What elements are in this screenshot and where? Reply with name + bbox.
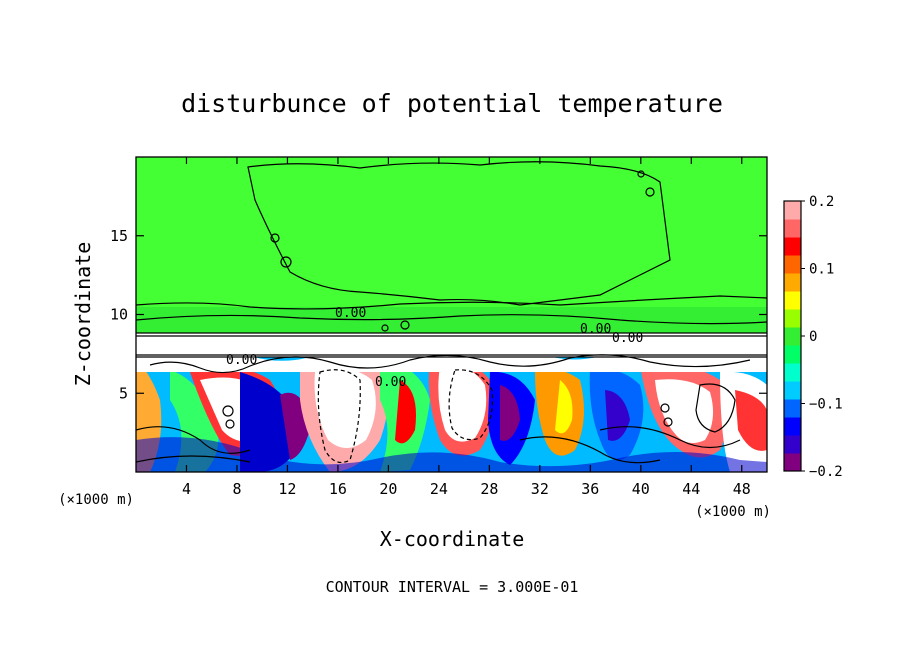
contour-value-labels: 0.00 0.00 0.00 0.00 0.00	[226, 306, 643, 390]
contour-label: 0.00	[226, 353, 257, 368]
colorbar-swatch	[784, 201, 801, 220]
inversion-band	[136, 333, 767, 372]
colorbar-tick-label: −0.1	[809, 397, 843, 413]
colorbar: 0.2 0.1 0 −0.1 −0.2	[783, 194, 843, 480]
x-unit-left: (×1000 m)	[58, 492, 134, 508]
x-tick-label: 8	[232, 480, 241, 498]
x-tick-label: 48	[733, 480, 751, 498]
x-tick-label: 40	[632, 480, 650, 498]
plot-area: 0.00 0.00 0.00 0.00 0.00	[136, 157, 767, 472]
colorbar-swatch	[784, 273, 801, 292]
colorbar-swatch	[784, 345, 801, 364]
contour-label: 0.00	[335, 306, 366, 321]
x-tick-label: 4	[182, 480, 191, 498]
x-tick-label: 36	[581, 480, 599, 498]
colorbar-swatch	[784, 255, 801, 274]
colorbar-swatch	[784, 381, 801, 400]
contour-label: 0.00	[580, 322, 611, 337]
chart-title: disturbunce of potential temperature	[181, 89, 723, 118]
x-tick-label: 32	[531, 480, 549, 498]
x-tick-label: 16	[329, 480, 347, 498]
turbulent-layer	[136, 355, 767, 472]
colorbar-swatch	[784, 327, 801, 346]
contour-lines	[136, 161, 767, 464]
colorbar-swatch	[784, 291, 801, 310]
x-tick-label: 12	[278, 480, 296, 498]
x-tick-label: 28	[480, 480, 498, 498]
colorbar-tick-label: −0.2	[809, 464, 843, 480]
x-tick-label: 24	[430, 480, 448, 498]
y-tick-label: 15	[110, 227, 128, 245]
colorbar-tick-label: 0.1	[809, 262, 834, 278]
x-axis: 4 8 12 16 20 24 28 32 36 40 44 48	[182, 157, 751, 498]
x-tick-label: 44	[682, 480, 700, 498]
colorbar-tick-label: 0	[809, 329, 817, 345]
y-tick-label: 5	[119, 384, 128, 402]
colorbar-swatch	[784, 219, 801, 238]
colorbar-swatch	[784, 309, 801, 328]
colorbar-swatch	[784, 237, 801, 256]
colorbar-swatch	[784, 417, 801, 436]
colorbar-swatch	[784, 453, 801, 472]
footnote: CONTOUR INTERVAL = 3.000E-01	[326, 578, 579, 596]
contour-label: 0.00	[375, 375, 406, 390]
contour-label: 0.00	[612, 331, 643, 346]
colorbar-swatch	[784, 399, 801, 418]
y-tick-label: 10	[110, 306, 128, 324]
y-axis: 5 10 15	[110, 227, 767, 402]
upper-field	[136, 157, 767, 307]
x-axis-label: X-coordinate	[380, 527, 525, 551]
colorbar-swatch	[784, 363, 801, 382]
x-unit-right: (×1000 m)	[695, 504, 771, 520]
x-tick-label: 20	[379, 480, 397, 498]
y-axis-label: Z-coordinate	[71, 242, 95, 387]
colorbar-tick-label: 0.2	[809, 194, 834, 210]
colorbar-swatch	[784, 435, 801, 454]
